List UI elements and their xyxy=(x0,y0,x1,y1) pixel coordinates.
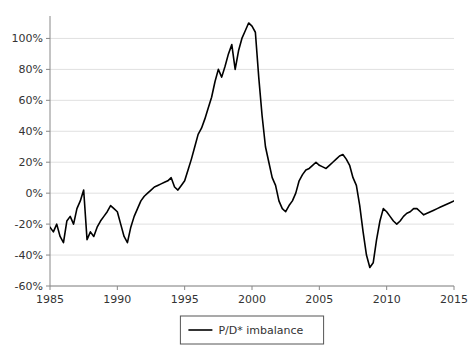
y-tick-label: 20% xyxy=(19,156,43,169)
legend: P/D* imbalance xyxy=(180,316,323,344)
y-tick-label: -40% xyxy=(15,249,43,262)
legend-box xyxy=(180,316,323,344)
x-tick-label: 2010 xyxy=(373,293,401,306)
y-tick xyxy=(46,255,50,256)
axes: -60% -40% -20% 0% 20% 40% 60% 80% 100% 1985 1990 19… xyxy=(12,16,468,306)
background xyxy=(0,0,474,364)
y-tick-label: 100% xyxy=(12,32,43,45)
x-tick xyxy=(50,286,51,290)
y-axis-line xyxy=(50,16,51,286)
y-tick-label: -60% xyxy=(15,280,43,293)
y-tick xyxy=(46,100,50,101)
y-tick-label: -20% xyxy=(15,218,43,231)
x-axis-line xyxy=(50,286,454,287)
series-line xyxy=(50,23,454,267)
plot-area xyxy=(50,23,454,267)
x-tick xyxy=(319,286,320,290)
grid xyxy=(50,38,454,286)
y-tick xyxy=(46,286,50,287)
chart: -60% -40% -20% 0% 20% 40% 60% 80% 100% 1985 1990 19… xyxy=(0,0,474,364)
x-tick-label: 1990 xyxy=(103,293,131,306)
y-tick-label: 60% xyxy=(19,94,43,107)
x-tick xyxy=(184,286,185,290)
x-tick xyxy=(117,286,118,290)
grid-line xyxy=(50,162,454,163)
y-tick-label: 80% xyxy=(19,63,43,76)
y-tick xyxy=(46,193,50,194)
x-tick-label: 2000 xyxy=(238,293,266,306)
y-tick xyxy=(46,224,50,225)
grid-line xyxy=(50,255,454,256)
x-tick-label: 1995 xyxy=(171,293,199,306)
y-tick xyxy=(46,131,50,132)
x-tick xyxy=(386,286,387,290)
grid-line xyxy=(50,193,454,194)
grid-line xyxy=(50,286,454,287)
y-tick xyxy=(46,162,50,163)
grid-line xyxy=(50,224,454,225)
legend-label: P/D* imbalance xyxy=(218,324,303,337)
grid-line xyxy=(50,131,454,132)
y-tick-label: 40% xyxy=(19,125,43,138)
y-tick xyxy=(46,38,50,39)
x-tick-label: 2005 xyxy=(305,293,333,306)
grid-line xyxy=(50,100,454,101)
x-tick xyxy=(252,286,253,290)
y-tick xyxy=(46,69,50,70)
x-tick xyxy=(454,286,455,290)
x-tick-label: 1985 xyxy=(36,293,64,306)
grid-line xyxy=(50,38,454,39)
x-tick-label: 2015 xyxy=(440,293,468,306)
y-tick-label: 0% xyxy=(26,187,43,200)
grid-line xyxy=(50,69,454,70)
legend-swatch xyxy=(188,329,212,331)
